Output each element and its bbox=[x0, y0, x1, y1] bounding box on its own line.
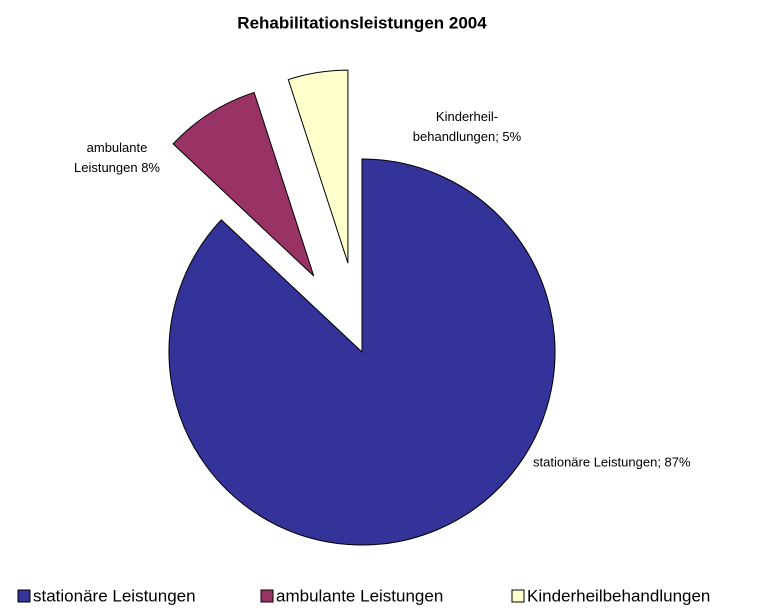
data-label: ambulante Leistungen 8% bbox=[74, 140, 160, 175]
legend-swatch bbox=[511, 589, 525, 603]
legend-label: Kinderheilbehandlungen bbox=[527, 586, 710, 605]
legend-label: stationäre Leistungen bbox=[33, 586, 196, 605]
legend-swatch bbox=[260, 589, 274, 603]
pie-slice bbox=[168, 158, 556, 546]
legend-swatch bbox=[17, 589, 31, 603]
chart-title: Rehabilitationsleistungen 2004 bbox=[237, 13, 487, 32]
data-label: stationäre Leistungen; 87% bbox=[533, 454, 691, 469]
data-label: Kinderheil-behandlungen; 5% bbox=[413, 109, 522, 144]
legend-label: ambulante Leistungen bbox=[276, 586, 443, 605]
pie-slice bbox=[172, 91, 315, 277]
pie-slice bbox=[287, 69, 349, 264]
